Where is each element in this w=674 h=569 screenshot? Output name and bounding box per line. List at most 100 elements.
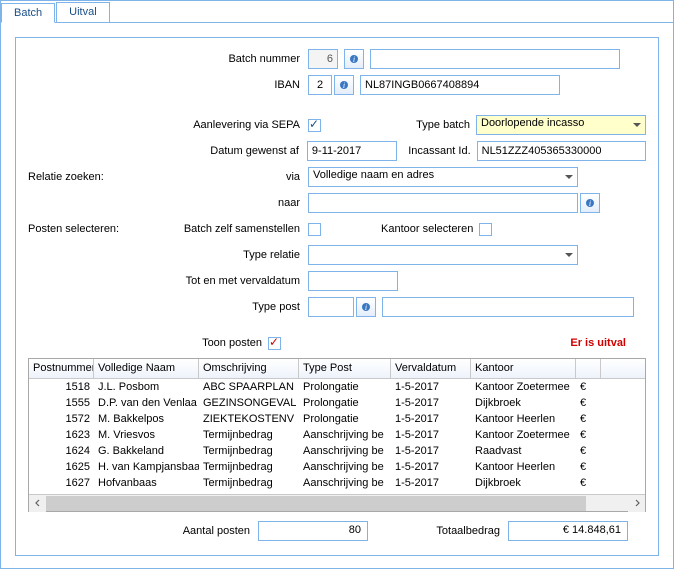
label-batch-nummer: Batch nummer bbox=[28, 53, 308, 65]
type-batch-select[interactable]: Doorlopende incasso bbox=[476, 115, 646, 135]
cell: Prolongatie bbox=[299, 379, 391, 395]
type-post-info-icon[interactable]: i bbox=[356, 297, 376, 317]
incassant-field[interactable] bbox=[477, 141, 646, 161]
cell: Kantoor Zoetermee bbox=[471, 379, 576, 395]
cell: H. van Kampjansbaa bbox=[94, 459, 199, 475]
cell: ABC SPAARPLAN bbox=[199, 379, 299, 395]
iban-info-icon[interactable]: i bbox=[334, 75, 354, 95]
cell: Kantoor Zoetermee bbox=[471, 427, 576, 443]
type-post-code-field[interactable] bbox=[308, 297, 354, 317]
iban-field[interactable] bbox=[360, 75, 560, 95]
table-row[interactable]: 1518J.L. PosbomABC SPAARPLANProlongatie1… bbox=[29, 379, 645, 395]
cell: ZIEKTEKOSTENV bbox=[199, 411, 299, 427]
label-relatie-zoeken: Relatie zoeken: bbox=[28, 171, 158, 183]
label-kantoor-sel: Kantoor selecteren bbox=[381, 223, 473, 235]
cell: M. Vriesvos bbox=[94, 427, 199, 443]
totaalbedrag-value: € 14.848,61 bbox=[508, 521, 628, 541]
cell: Prolongatie bbox=[299, 395, 391, 411]
svg-text:i: i bbox=[343, 81, 345, 90]
cell: Dijkbroek bbox=[471, 475, 576, 491]
svg-text:i: i bbox=[353, 55, 355, 64]
batch-nummer-extra-field[interactable] bbox=[370, 49, 620, 69]
cell: Termijnbedrag bbox=[199, 459, 299, 475]
cell: 1-5-2017 bbox=[391, 411, 471, 427]
label-aanlevering: Aanlevering via SEPA bbox=[28, 119, 308, 131]
toon-posten-checkbox[interactable] bbox=[268, 337, 281, 350]
naar-info-icon[interactable]: i bbox=[580, 193, 600, 213]
col-bedrag[interactable] bbox=[576, 359, 601, 378]
cell: 1623 bbox=[29, 427, 94, 443]
hscroll-right-icon[interactable] bbox=[628, 495, 645, 512]
kantoor-sel-checkbox[interactable] bbox=[479, 223, 492, 236]
naar-field[interactable] bbox=[308, 193, 578, 213]
cell: € bbox=[576, 459, 601, 475]
col-type-post[interactable]: Type Post bbox=[299, 359, 391, 378]
label-posten-selecteren: Posten selecteren: bbox=[28, 223, 158, 235]
posten-grid: Postnummer Volledige Naam Omschrijving T… bbox=[28, 358, 646, 512]
col-postnummer[interactable]: Postnummer bbox=[29, 359, 94, 378]
table-row[interactable]: 1623M. VriesvosTermijnbedragAanschrijvin… bbox=[29, 427, 645, 443]
cell: GEZINSONGEVAL bbox=[199, 395, 299, 411]
label-type-batch: Type batch bbox=[396, 119, 476, 131]
cell: Termijnbedrag bbox=[199, 427, 299, 443]
tab-uitval[interactable]: Uitval bbox=[56, 2, 110, 22]
label-incassant: Incassant Id. bbox=[397, 145, 477, 157]
iban-seq-field[interactable] bbox=[308, 75, 332, 95]
cell: Aanschrijving be bbox=[299, 443, 391, 459]
cell: Aanschrijving be bbox=[299, 427, 391, 443]
cell: G. Bakkeland bbox=[94, 443, 199, 459]
type-relatie-select[interactable] bbox=[308, 245, 578, 265]
table-row[interactable]: 1624G. BakkelandTermijnbedragAanschrijvi… bbox=[29, 443, 645, 459]
cell: € bbox=[576, 427, 601, 443]
cell: 1-5-2017 bbox=[391, 475, 471, 491]
col-vervaldatum[interactable]: Vervaldatum bbox=[391, 359, 471, 378]
via-select[interactable]: Volledige naam en adres bbox=[308, 167, 578, 187]
grid-body[interactable]: 1518J.L. PosbomABC SPAARPLANProlongatie1… bbox=[29, 379, 645, 494]
col-omschrijving[interactable]: Omschrijving bbox=[199, 359, 299, 378]
cell: Kantoor Heerlen bbox=[471, 459, 576, 475]
cell: Termijnbedrag bbox=[199, 475, 299, 491]
table-row[interactable]: 1555D.P. van den VenlaaGEZINSONGEVALProl… bbox=[29, 395, 645, 411]
batch-zelf-checkbox[interactable] bbox=[308, 223, 321, 236]
svg-text:i: i bbox=[365, 303, 367, 312]
label-batch-zelf: Batch zelf samenstellen bbox=[158, 223, 308, 235]
col-kantoor[interactable]: Kantoor bbox=[471, 359, 576, 378]
table-row[interactable]: 1627HofvanbaasTermijnbedragAanschrijving… bbox=[29, 475, 645, 491]
aanlevering-checkbox[interactable] bbox=[308, 119, 321, 132]
batch-nummer-info-icon[interactable]: i bbox=[344, 49, 364, 69]
cell: 1627 bbox=[29, 475, 94, 491]
cell: 1-5-2017 bbox=[391, 379, 471, 395]
cell: € bbox=[576, 395, 601, 411]
cell: D.P. van den Venlaa bbox=[94, 395, 199, 411]
col-naam[interactable]: Volledige Naam bbox=[94, 359, 199, 378]
type-post-omschr-field[interactable] bbox=[382, 297, 634, 317]
cell: 1-5-2017 bbox=[391, 395, 471, 411]
hscroll-left-icon[interactable] bbox=[29, 495, 46, 512]
tab-batch[interactable]: Batch bbox=[1, 3, 55, 23]
table-row[interactable]: 1572M. BakkelposZIEKTEKOSTENVProlongatie… bbox=[29, 411, 645, 427]
cell: Raadvast bbox=[471, 443, 576, 459]
cell: Kantoor Heerlen bbox=[471, 411, 576, 427]
label-totaalbedrag: Totaalbedrag bbox=[368, 525, 508, 537]
label-naar: naar bbox=[158, 197, 308, 209]
label-datum-gewenst: Datum gewenst af bbox=[28, 145, 307, 157]
cell: € bbox=[576, 443, 601, 459]
label-type-post: Type post bbox=[158, 301, 308, 313]
cell: 1-5-2017 bbox=[391, 459, 471, 475]
batch-nummer-field bbox=[308, 49, 338, 69]
grid-hscroll[interactable] bbox=[29, 494, 645, 511]
label-via: via bbox=[158, 171, 308, 183]
cell: J.L. Posbom bbox=[94, 379, 199, 395]
batch-window: Batch Uitval Batch nummer i IBAN i bbox=[0, 0, 674, 569]
tot-en-met-field[interactable] bbox=[308, 271, 398, 291]
cell: Dijkbroek bbox=[471, 395, 576, 411]
hscroll-thumb[interactable] bbox=[46, 496, 586, 511]
cell: 1555 bbox=[29, 395, 94, 411]
table-row[interactable]: 1625H. van KampjansbaaTermijnbedragAansc… bbox=[29, 459, 645, 475]
cell: 1625 bbox=[29, 459, 94, 475]
cell: 1-5-2017 bbox=[391, 427, 471, 443]
uitval-warning: Er is uitval bbox=[570, 337, 626, 349]
cell: € bbox=[576, 411, 601, 427]
datum-gewenst-field[interactable] bbox=[307, 141, 397, 161]
cell: 1572 bbox=[29, 411, 94, 427]
